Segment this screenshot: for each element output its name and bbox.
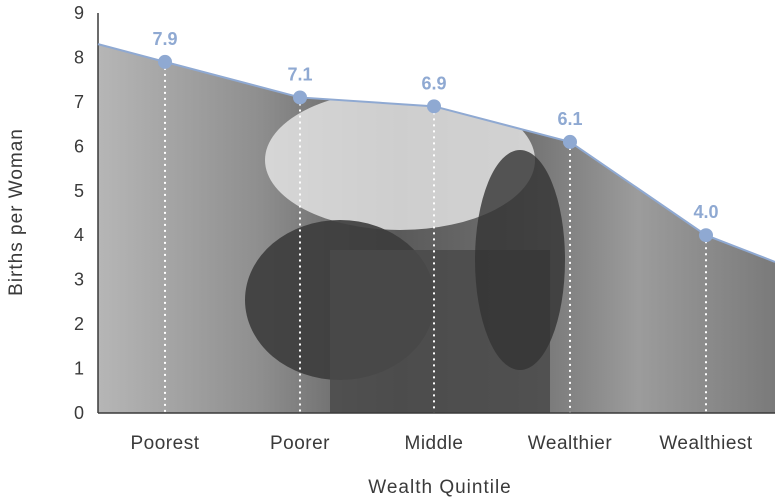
y-tick-label: 8 [74, 47, 84, 67]
y-tick-label: 2 [74, 314, 84, 334]
data-label: 4.0 [693, 202, 718, 222]
data-point [699, 228, 713, 243]
x-tick-label: Wealthier [528, 433, 613, 454]
x-tick-label: Poorest [131, 433, 200, 454]
data-point [563, 134, 577, 149]
data-point [158, 54, 172, 69]
photo-figure-arm [475, 150, 565, 370]
data-point [293, 90, 307, 105]
y-axis-title: Births per Woman [6, 128, 27, 296]
y-tick-label: 5 [74, 181, 84, 201]
photo-figure-top [265, 90, 535, 230]
data-point [427, 99, 441, 114]
y-tick-label: 0 [74, 403, 84, 423]
x-tick-label: Wealthiest [659, 433, 753, 454]
x-tick-labels: Poorest Poorer Middle Wealthier Wealthiest [131, 433, 753, 454]
y-tick-label: 9 [74, 3, 84, 23]
y-tick-label: 1 [74, 359, 84, 379]
data-labels: 7.9 7.1 6.9 6.1 4.0 [152, 29, 718, 222]
y-tick-label: 3 [74, 270, 84, 290]
x-tick-label: Poorer [270, 433, 330, 454]
data-label: 6.1 [557, 109, 582, 129]
y-tick-labels: 0 1 2 3 4 5 6 7 8 9 [74, 3, 84, 423]
y-tick-label: 6 [74, 136, 84, 156]
data-label: 7.1 [287, 64, 312, 84]
y-tick-label: 7 [74, 92, 84, 112]
x-axis-title: Wealth Quintile [368, 477, 512, 498]
guide-lines [164, 61, 707, 413]
background-photo [98, 44, 775, 413]
data-label: 6.9 [421, 73, 446, 93]
x-tick-label: Middle [405, 433, 464, 454]
data-markers [158, 54, 713, 243]
axes [97, 13, 775, 414]
data-label: 7.9 [152, 29, 177, 49]
y-tick-label: 4 [74, 225, 84, 245]
